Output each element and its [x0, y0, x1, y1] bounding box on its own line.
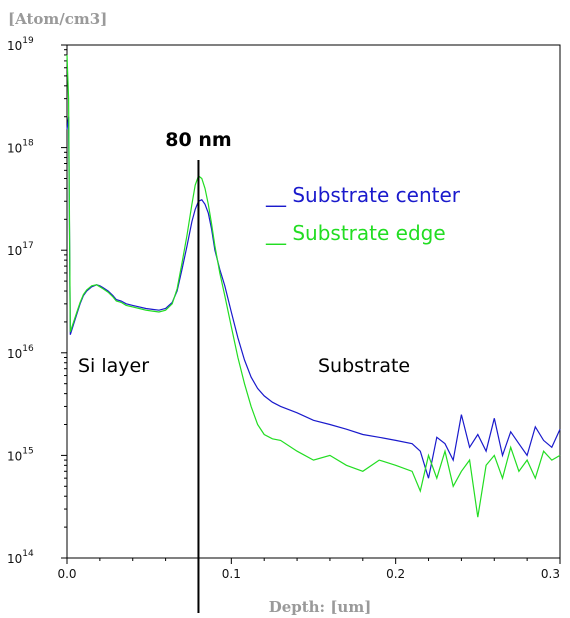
- plot-frame: [66, 44, 561, 559]
- y-axis-unit-label: [Atom/cm3]: [8, 10, 107, 28]
- substrate-label: Substrate: [318, 355, 410, 377]
- series-line-substrate-center: [66, 116, 561, 479]
- y-tick-label: 1014: [7, 549, 34, 566]
- x-axis-ticks: 0.0 0.1 0.2 0.3: [57, 558, 561, 581]
- y-tick-label: 1015: [7, 446, 34, 463]
- x-tick-label: 0.2: [386, 567, 405, 581]
- y-tick-label: 1017: [7, 241, 34, 258]
- x-tick-label: 0.3: [541, 567, 560, 581]
- legend-entry-substrate-edge: __ Substrate edge: [265, 221, 446, 245]
- x-axis-unit-label: Depth: [um]: [269, 598, 372, 616]
- series-line-substrate-edge: [66, 54, 561, 518]
- peak-depth-label: 80 nm: [165, 129, 231, 151]
- y-tick-label: 1019: [7, 36, 34, 53]
- legend: __ Substrate center __ Substrate edge: [265, 183, 461, 245]
- y-tick-label: 1018: [7, 139, 34, 156]
- si-layer-label: Si layer: [78, 355, 149, 377]
- x-tick-label: 0.0: [57, 567, 76, 581]
- series-group: [66, 54, 561, 518]
- x-tick-label: 0.1: [222, 567, 241, 581]
- y-axis-ticks: 1014 1015 1016 1017 1018 1019: [7, 36, 67, 566]
- legend-entry-substrate-center: __ Substrate center: [265, 183, 461, 207]
- y-tick-label: 1016: [7, 344, 34, 361]
